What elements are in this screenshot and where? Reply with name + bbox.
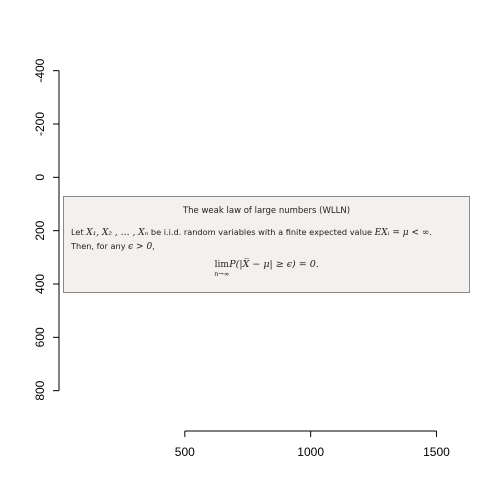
expectation: EXᵢ = μ < ∞: [374, 228, 430, 238]
limit-formula: lim n→∞ P(|X̅ − μ| ≥ ϵ) = 0.: [64, 260, 469, 279]
line1-end: .: [429, 227, 432, 237]
panel-body: Let X₁, X₂ , … , Xₙ be i.i.d. random var…: [71, 226, 462, 254]
y-tick-label: -400: [33, 58, 47, 82]
y-axis: -400 -200 0 200 400 600 800: [33, 58, 60, 401]
probability-expression: P(|X̅ − μ| ≥ ϵ) = 0.: [229, 259, 319, 270]
lim-word: lim: [214, 260, 229, 270]
x-tick-label: 1000: [297, 445, 324, 459]
x-tick-label: 1500: [423, 445, 450, 459]
y-tick-label: 600: [33, 327, 47, 347]
y-tick-label: 800: [33, 380, 47, 400]
y-tick-label: -200: [33, 112, 47, 136]
x-tick-label: 500: [175, 445, 195, 459]
panel-title: The weak law of large numbers (WLLN): [182, 206, 351, 216]
line2-prefix: Then, for any: [71, 241, 129, 251]
y-tick-label: 200: [33, 220, 47, 240]
lim-subscript: n→∞: [214, 270, 230, 278]
limit-operator: lim n→∞: [214, 260, 229, 278]
x-axis: 500 1000 1500: [175, 430, 450, 459]
y-tick-label: 0: [33, 174, 47, 181]
line2-end: ,: [152, 241, 155, 251]
image-panel: The weak law of large numbers (WLLN) Let…: [63, 196, 470, 293]
variables: X₁, X₂ , … , Xₙ: [86, 228, 149, 238]
line1-mid: be i.i.d. random variables with a finite…: [148, 227, 375, 237]
epsilon-condition: ϵ > 0: [128, 242, 153, 252]
line1-prefix: Let: [71, 227, 87, 237]
y-tick-label: 400: [33, 274, 47, 294]
